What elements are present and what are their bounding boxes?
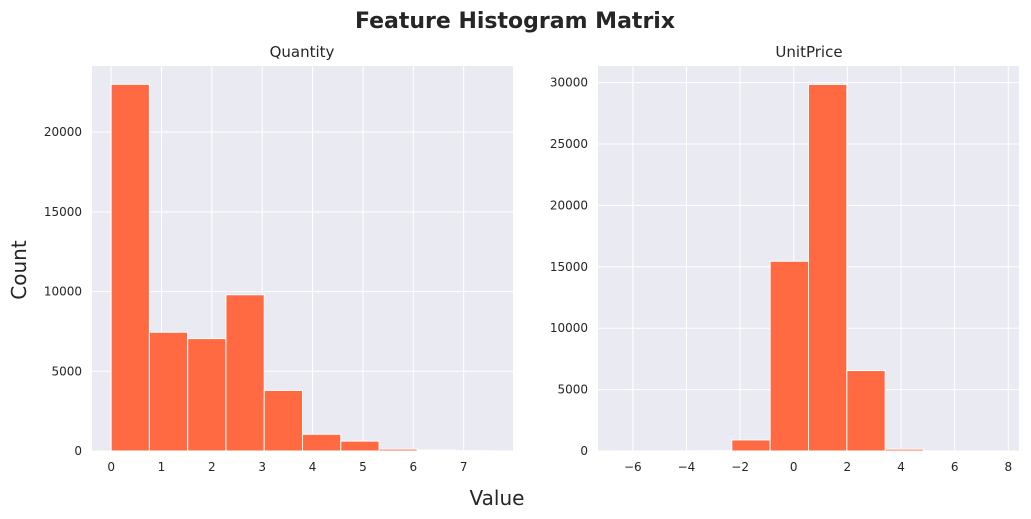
figure-x-label: Value [470, 486, 525, 510]
quantity-bar [263, 389, 303, 452]
unitprice-y-tick-label: 15000 [550, 260, 588, 274]
figure-title: Feature Histogram Matrix [355, 9, 675, 34]
quantity-bar [378, 448, 418, 452]
quantity-x-tick-label: 5 [359, 460, 367, 474]
unitprice-x-tick-label: 8 [1004, 460, 1012, 474]
unitprice-x-tick-label: 4 [897, 460, 905, 474]
unitprice-x-tick-label: −2 [731, 460, 749, 474]
quantity-y-tick-label: 15000 [44, 205, 82, 219]
quantity-bar [110, 83, 150, 452]
unitprice-x-tick-label: −6 [624, 460, 642, 474]
quantity-bar [225, 294, 265, 452]
quantity-x-tick-label: 6 [409, 460, 417, 474]
unitprice-x-tick-label: 6 [951, 460, 959, 474]
unitprice-x-tick-label: 0 [790, 460, 798, 474]
quantity-y-tick-label: 5000 [51, 364, 82, 378]
quantity-y-tick-label: 10000 [44, 285, 82, 299]
unitprice-y-tick-label: 5000 [557, 383, 588, 397]
unitprice-y-tick-label: 20000 [550, 198, 588, 212]
unitprice-bar [884, 448, 925, 452]
unitprice-y-tick-label: 25000 [550, 137, 588, 151]
quantity-bar [187, 338, 227, 452]
unitprice-histogram: UnitPrice −6 −4 −2 0 2 4 6 8 0 5000 10000 15000 2000… [550, 43, 1019, 474]
quantity-y-tick-label: 0 [74, 444, 82, 458]
unitprice-bar [769, 260, 809, 452]
quantity-x-tick-label: 4 [309, 460, 317, 474]
quantity-bar [148, 331, 189, 452]
quantity-bar [302, 433, 342, 452]
quantity-bar [416, 449, 457, 452]
quantity-bar [340, 440, 380, 452]
quantity-x-tick-label: 7 [460, 460, 468, 474]
unitprice-title: UnitPrice [775, 43, 842, 61]
unitprice-y-tick-label: 10000 [550, 321, 588, 335]
unitprice-y-tick-label: 0 [580, 444, 588, 458]
unitprice-x-tick-label: 2 [844, 460, 852, 474]
unitprice-bar [846, 370, 886, 452]
quantity-title: Quantity [270, 43, 335, 61]
quantity-x-tick-label: 1 [158, 460, 166, 474]
unitprice-y-tick-label: 30000 [550, 76, 588, 90]
quantity-x-tick-label: 2 [208, 460, 216, 474]
quantity-x-tick-label: 0 [107, 460, 115, 474]
quantity-y-tick-label: 20000 [44, 125, 82, 139]
unitprice-bar [731, 439, 771, 452]
quantity-x-tick-label: 3 [258, 460, 266, 474]
unitprice-x-tick-label: −4 [678, 460, 696, 474]
unitprice-bar [808, 83, 848, 452]
quantity-histogram: Quantity 0 1 2 3 4 5 6 7 0 5000 10000 15000 20000 [44, 43, 513, 474]
figure-y-label: Count [7, 240, 31, 300]
